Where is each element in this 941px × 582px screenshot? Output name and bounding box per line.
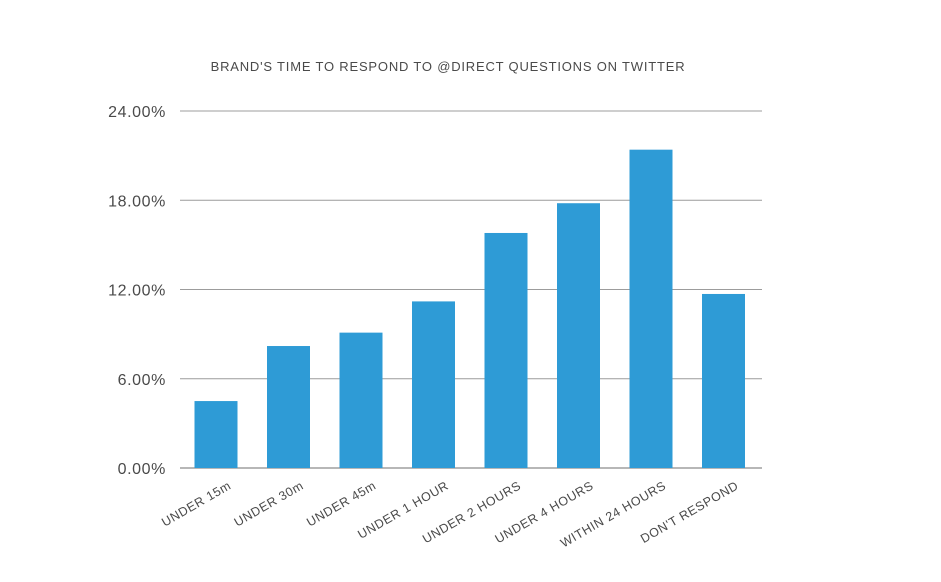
bar: [339, 332, 383, 468]
x-tick-label: UNDER 15m: [159, 478, 233, 529]
bar: [629, 149, 673, 469]
y-tick-label: 24.00%: [108, 104, 166, 121]
x-tick-label: UNDER 30m: [232, 478, 306, 529]
chart-title: BRAND'S TIME TO RESPOND TO @DIRECT QUEST…: [211, 59, 686, 74]
y-tick-label: 18.00%: [108, 193, 166, 210]
bar: [267, 346, 310, 468]
bar: [412, 301, 455, 468]
bars: [194, 149, 745, 469]
y-tick-label: 0.00%: [118, 461, 166, 478]
y-tick-label: 6.00%: [118, 372, 166, 389]
bar: [702, 293, 745, 468]
y-tick-label: 12.00%: [108, 283, 166, 300]
bar: [484, 232, 528, 468]
y-axis-tick-labels: 0.00% 6.00% 12.00% 18.00% 24.00%: [108, 104, 166, 478]
bar: [557, 203, 600, 468]
bar: [194, 401, 238, 468]
